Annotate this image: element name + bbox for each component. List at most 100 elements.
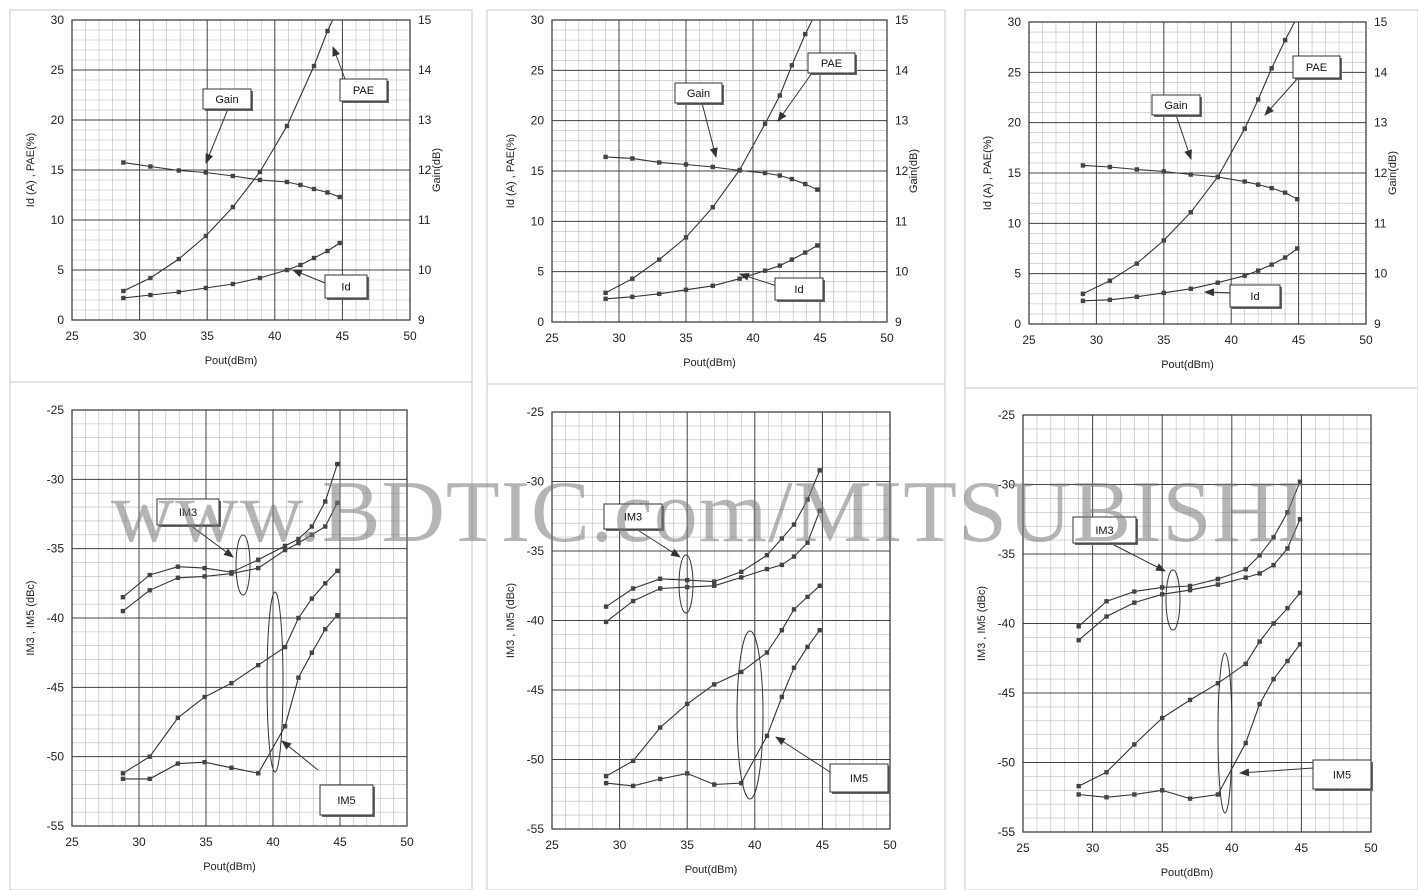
y2-axis-label: Gain(dB) xyxy=(431,148,443,192)
data-point xyxy=(309,524,315,529)
data-point xyxy=(1134,167,1140,172)
y2-tick-label: 15 xyxy=(418,13,432,27)
series-pae-1 xyxy=(121,20,334,294)
data-point xyxy=(147,572,152,578)
data-point xyxy=(777,263,782,268)
y-tick-label: -50 xyxy=(998,756,1016,770)
x-tick-label: 35 xyxy=(1157,333,1171,347)
x-tick-label: 35 xyxy=(679,331,693,345)
y-tick-label: 25 xyxy=(1008,65,1022,79)
x-tick-label: 35 xyxy=(201,329,215,343)
series-id-2 xyxy=(121,240,342,301)
data-point xyxy=(657,291,662,297)
y2-tick-label: 9 xyxy=(895,315,902,329)
callout-im3: IM3 xyxy=(156,498,251,596)
x-tick-label: 50 xyxy=(880,331,894,345)
series-im5-4 xyxy=(603,628,822,789)
data-point xyxy=(1215,576,1221,582)
y-tick-label: -40 xyxy=(527,614,545,628)
data-point xyxy=(630,598,636,604)
data-point xyxy=(1282,190,1288,195)
data-point xyxy=(120,771,126,776)
data-point xyxy=(712,583,717,588)
y-tick-label: 10 xyxy=(51,213,65,227)
callout-ellipse xyxy=(1165,569,1181,631)
data-point xyxy=(815,187,820,192)
series-pae-1 xyxy=(603,20,813,296)
callout-gain: Gain xyxy=(202,88,253,164)
y2-tick-label: 15 xyxy=(1374,15,1388,29)
series-id-2 xyxy=(1080,246,1300,304)
data-point xyxy=(630,156,635,161)
data-point xyxy=(1187,587,1193,593)
data-point xyxy=(323,499,328,504)
series-gain-3 xyxy=(121,160,342,200)
callout-box xyxy=(1292,55,1341,79)
data-point xyxy=(323,626,328,632)
y-tick-label: 0 xyxy=(537,315,544,329)
y-tick-label: 0 xyxy=(57,313,64,327)
data-point xyxy=(148,275,153,281)
x-axis-label: Pout(dBm) xyxy=(1161,359,1214,371)
callout-label: IM5 xyxy=(850,773,868,785)
callout-label: PAE xyxy=(821,58,842,70)
data-point xyxy=(1160,585,1165,590)
y-tick-label: 20 xyxy=(51,113,65,127)
callout-arrow xyxy=(281,740,319,771)
data-point xyxy=(298,262,303,268)
y2-tick-label: 13 xyxy=(895,114,909,128)
data-point xyxy=(296,540,301,546)
callout-label: IM3 xyxy=(624,512,642,524)
series-im3-1 xyxy=(603,468,822,609)
data-point xyxy=(229,680,234,686)
data-point xyxy=(1215,280,1220,285)
data-point xyxy=(1134,261,1140,266)
y-axis-label: Id (A) , PAE(%) xyxy=(505,134,517,208)
data-point xyxy=(1297,517,1303,522)
data-point xyxy=(762,121,768,126)
data-point xyxy=(1285,510,1290,515)
data-point xyxy=(803,181,808,187)
data-point xyxy=(1076,783,1081,789)
callout-gain: Gain xyxy=(674,82,724,158)
data-point xyxy=(737,276,742,281)
data-point xyxy=(683,287,689,292)
data-point xyxy=(256,771,261,776)
x-tick-label: 50 xyxy=(403,329,417,343)
callout-im3: IM3 xyxy=(603,503,694,614)
data-point xyxy=(1080,291,1086,296)
data-point xyxy=(1255,268,1261,273)
callout-label: Gain xyxy=(1164,100,1187,112)
callout-arrow xyxy=(189,524,234,558)
y-tick-label: 5 xyxy=(1014,267,1021,281)
data-point xyxy=(803,250,808,255)
plot-area-border xyxy=(71,409,408,827)
data-point xyxy=(817,583,822,588)
callout-box xyxy=(603,503,663,530)
data-point xyxy=(257,177,263,183)
y-tick-label: -50 xyxy=(527,753,545,767)
data-point xyxy=(603,780,609,786)
data-point xyxy=(657,257,662,262)
data-point xyxy=(762,170,768,176)
y-tick-label: -35 xyxy=(998,547,1016,561)
y2-tick-label: 11 xyxy=(418,213,431,227)
series-im5-3 xyxy=(1076,590,1303,789)
callout-box xyxy=(807,52,856,74)
data-point xyxy=(1104,599,1109,604)
data-point xyxy=(203,233,209,239)
callout-label: IM3 xyxy=(179,507,197,519)
data-point xyxy=(229,765,234,770)
callout-box xyxy=(319,784,374,816)
data-point xyxy=(175,715,181,721)
callout-arrow xyxy=(777,72,813,122)
data-point xyxy=(1243,575,1248,580)
data-point xyxy=(282,644,288,650)
data-point xyxy=(739,575,744,580)
data-point xyxy=(657,776,663,782)
callout-label: PAE xyxy=(353,85,374,97)
data-point xyxy=(685,584,690,590)
data-point xyxy=(296,615,301,621)
data-point xyxy=(323,581,328,586)
